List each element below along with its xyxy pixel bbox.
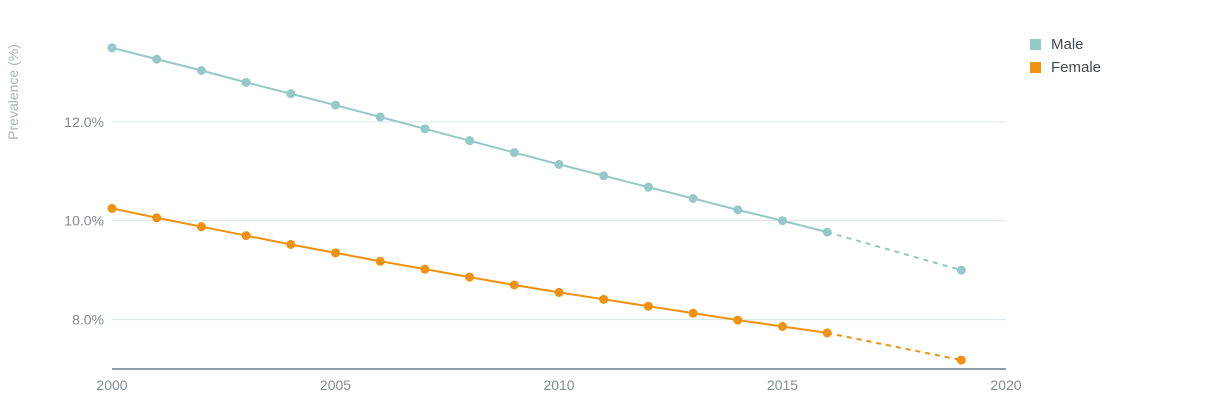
data-point-female[interactable]	[822, 328, 832, 338]
y-axis-label: Prevalence (%)	[5, 44, 21, 140]
data-point-female[interactable]	[241, 231, 251, 241]
legend-swatch-male	[1030, 39, 1041, 50]
data-point-male[interactable]	[643, 182, 653, 192]
series-line-projection-male	[826, 231, 962, 272]
series-female	[107, 203, 966, 365]
data-point-female[interactable]	[420, 264, 430, 274]
x-tick-labels: 2000 2005 2010 2015 2020	[96, 377, 1021, 393]
data-point-female[interactable]	[375, 256, 385, 266]
y-tick-label: 12.0%	[64, 114, 104, 130]
data-point-male[interactable]	[241, 77, 251, 87]
x-tick-label: 2000	[96, 377, 127, 393]
data-point-female[interactable]	[509, 280, 519, 290]
gridlines	[112, 121, 1006, 321]
data-point-female[interactable]	[778, 321, 787, 331]
data-point-male[interactable]	[152, 54, 162, 64]
data-point-male[interactable]	[196, 66, 206, 76]
series-line-female	[111, 207, 828, 334]
data-point-male[interactable]	[822, 227, 832, 237]
data-point-male[interactable]	[465, 136, 475, 146]
data-point-female[interactable]	[331, 248, 340, 258]
data-point-male[interactable]	[286, 89, 296, 99]
series-group	[107, 43, 966, 365]
x-tick-label: 2010	[543, 377, 574, 393]
series-line-projection-female	[827, 331, 962, 362]
data-point-male[interactable]	[331, 100, 340, 110]
legend-item-male[interactable]: Male	[1030, 33, 1101, 56]
data-point-female[interactable]	[196, 222, 206, 232]
data-point-female[interactable]	[107, 203, 117, 213]
data-point-female[interactable]	[733, 315, 743, 325]
data-point-male[interactable]	[956, 265, 966, 275]
data-point-male[interactable]	[688, 194, 698, 203]
data-point-female[interactable]	[688, 308, 698, 318]
data-point-female[interactable]	[286, 239, 296, 249]
legend-item-female[interactable]: Female	[1030, 56, 1101, 79]
legend-label-male: Male	[1051, 36, 1084, 53]
data-point-male[interactable]	[509, 148, 519, 158]
data-point-male[interactable]	[420, 124, 430, 134]
y-tick-label: 10.0%	[64, 213, 104, 229]
data-point-male[interactable]	[599, 171, 609, 181]
data-point-female[interactable]	[599, 294, 609, 304]
data-point-female[interactable]	[465, 272, 475, 282]
data-point-male[interactable]	[778, 216, 787, 226]
x-tick-label: 2020	[990, 377, 1021, 393]
series-male	[107, 43, 966, 275]
data-point-male[interactable]	[107, 43, 117, 53]
legend-swatch-female	[1030, 62, 1041, 73]
y-tick-label: 8.0%	[72, 312, 104, 328]
data-point-female[interactable]	[643, 301, 653, 311]
data-point-male[interactable]	[733, 205, 743, 215]
data-point-male[interactable]	[554, 159, 564, 169]
y-tick-labels: 8.0% 10.0% 12.0%	[64, 114, 104, 328]
legend-label-female: Female	[1051, 59, 1102, 76]
x-tick-label: 2005	[320, 377, 351, 393]
x-tick-label: 2015	[767, 377, 798, 393]
data-point-female[interactable]	[152, 213, 162, 223]
legend: Male Female	[1030, 33, 1101, 79]
data-point-male[interactable]	[375, 112, 385, 122]
data-point-female[interactable]	[554, 287, 564, 297]
data-point-female[interactable]	[956, 355, 966, 365]
